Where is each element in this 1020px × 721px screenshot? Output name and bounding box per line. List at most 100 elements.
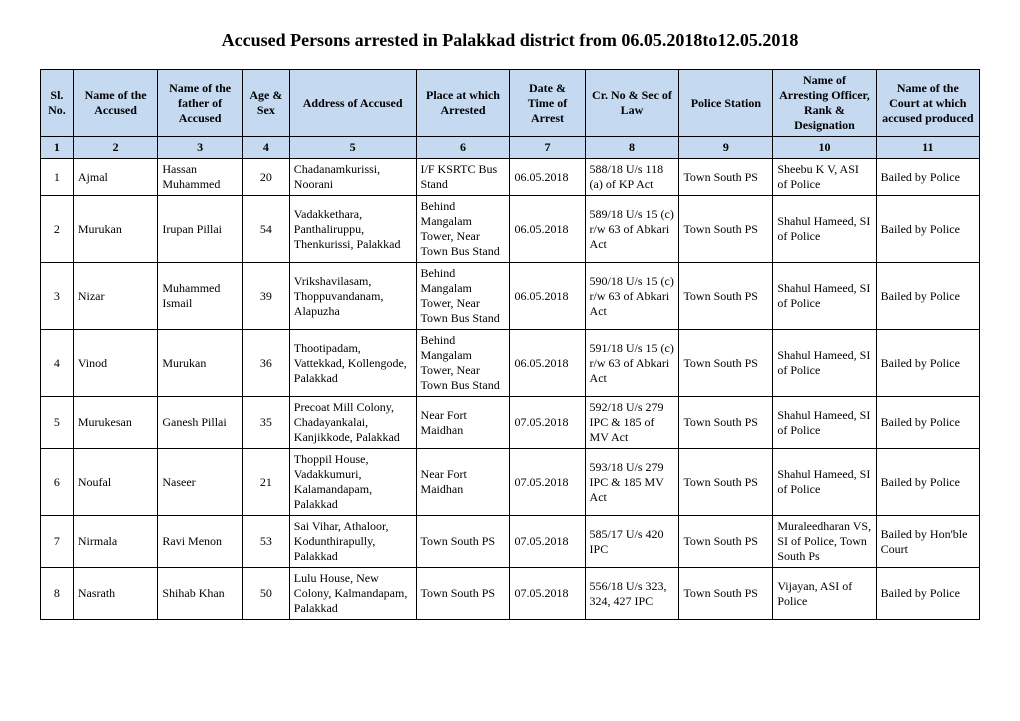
cell-court: Bailed by Police <box>876 159 979 196</box>
cell-age: 35 <box>242 397 289 449</box>
colnum: 5 <box>289 137 416 159</box>
cell-age: 20 <box>242 159 289 196</box>
cell-age: 50 <box>242 568 289 620</box>
cell-age: 21 <box>242 449 289 516</box>
cell-place: Behind Mangalam Tower, Near Town Bus Sta… <box>416 263 510 330</box>
cell-name: Murukan <box>73 196 158 263</box>
table-row: 8NasrathShihab Khan50Lulu House, New Col… <box>41 568 980 620</box>
cell-crno: 590/18 U/s 15 (c) r/w 63 of Abkari Act <box>585 263 679 330</box>
th-crno: Cr. No & Sec of Law <box>585 70 679 137</box>
cell-father: Irupan Pillai <box>158 196 243 263</box>
cell-place: Near Fort Maidhan <box>416 397 510 449</box>
cell-court: Bailed by Police <box>876 263 979 330</box>
cell-address: Vrikshavilasam, Thoppuvandanam, Alapuzha <box>289 263 416 330</box>
colnum: 9 <box>679 137 773 159</box>
th-father: Name of the father of Accused <box>158 70 243 137</box>
cell-age: 54 <box>242 196 289 263</box>
cell-name: Noufal <box>73 449 158 516</box>
cell-father: Ganesh Pillai <box>158 397 243 449</box>
cell-place: Behind Mangalam Tower, Near Town Bus Sta… <box>416 330 510 397</box>
th-officer: Name of Arresting Officer, Rank & Design… <box>773 70 876 137</box>
cell-officer: Shahul Hameed, SI of Police <box>773 397 876 449</box>
th-station: Police Station <box>679 70 773 137</box>
cell-officer: Vijayan, ASI of Police <box>773 568 876 620</box>
cell-datetime: 06.05.2018 <box>510 196 585 263</box>
cell-station: Town South PS <box>679 330 773 397</box>
cell-crno: 588/18 U/s 118 (a) of KP Act <box>585 159 679 196</box>
colnum: 11 <box>876 137 979 159</box>
cell-name: Ajmal <box>73 159 158 196</box>
cell-officer: Shahul Hameed, SI of Police <box>773 330 876 397</box>
cell-sl: 1 <box>41 159 74 196</box>
cell-crno: 585/17 U/s 420 IPC <box>585 516 679 568</box>
colnum: 2 <box>73 137 158 159</box>
cell-name: Nirmala <box>73 516 158 568</box>
cell-datetime: 07.05.2018 <box>510 397 585 449</box>
cell-name: Nasrath <box>73 568 158 620</box>
cell-age: 36 <box>242 330 289 397</box>
cell-name: Vinod <box>73 330 158 397</box>
cell-officer: Shahul Hameed, SI of Police <box>773 263 876 330</box>
cell-address: Precoat Mill Colony, Chadayankalai, Kanj… <box>289 397 416 449</box>
cell-datetime: 07.05.2018 <box>510 449 585 516</box>
cell-court: Bailed by Police <box>876 397 979 449</box>
cell-father: Murukan <box>158 330 243 397</box>
cell-address: Vadakkethara, Panthaliruppu, Thenkurissi… <box>289 196 416 263</box>
cell-father: Muhammed Ismail <box>158 263 243 330</box>
table-row: 3NizarMuhammed Ismail39Vrikshavilasam, T… <box>41 263 980 330</box>
cell-address: Thoppil House, Vadakkumuri, Kalamandapam… <box>289 449 416 516</box>
cell-officer: Shahul Hameed, SI of Police <box>773 449 876 516</box>
th-age: Age & Sex <box>242 70 289 137</box>
cell-station: Town South PS <box>679 263 773 330</box>
column-number-row: 1 2 3 4 5 6 7 8 9 10 11 <box>41 137 980 159</box>
table-body: 1AjmalHassan Muhammed20Chadanamkurissi, … <box>41 159 980 620</box>
cell-place: Behind Mangalam Tower, Near Town Bus Sta… <box>416 196 510 263</box>
cell-address: Sai Vihar, Athaloor, Kodunthirapully, Pa… <box>289 516 416 568</box>
cell-place: Town South PS <box>416 568 510 620</box>
cell-father: Hassan Muhammed <box>158 159 243 196</box>
cell-sl: 2 <box>41 196 74 263</box>
page-title: Accused Persons arrested in Palakkad dis… <box>40 30 980 51</box>
cell-address: Lulu House, New Colony, Kalmandapam, Pal… <box>289 568 416 620</box>
cell-sl: 5 <box>41 397 74 449</box>
table-row: 6NoufalNaseer21Thoppil House, Vadakkumur… <box>41 449 980 516</box>
table-row: 4VinodMurukan36Thootipadam, Vattekkad, K… <box>41 330 980 397</box>
th-court: Name of the Court at which accused produ… <box>876 70 979 137</box>
th-sl: Sl. No. <box>41 70 74 137</box>
cell-address: Chadanamkurissi, Noorani <box>289 159 416 196</box>
cell-station: Town South PS <box>679 159 773 196</box>
table-row: 1AjmalHassan Muhammed20Chadanamkurissi, … <box>41 159 980 196</box>
cell-sl: 6 <box>41 449 74 516</box>
th-place: Place at which Arrested <box>416 70 510 137</box>
colnum: 1 <box>41 137 74 159</box>
cell-sl: 4 <box>41 330 74 397</box>
cell-place: Near Fort Maidhan <box>416 449 510 516</box>
cell-sl: 3 <box>41 263 74 330</box>
cell-crno: 592/18 U/s 279 IPC & 185 of MV Act <box>585 397 679 449</box>
cell-age: 53 <box>242 516 289 568</box>
cell-court: Bailed by Police <box>876 196 979 263</box>
cell-datetime: 07.05.2018 <box>510 516 585 568</box>
cell-sl: 8 <box>41 568 74 620</box>
cell-age: 39 <box>242 263 289 330</box>
header-row: Sl. No. Name of the Accused Name of the … <box>41 70 980 137</box>
cell-datetime: 06.05.2018 <box>510 330 585 397</box>
colnum: 3 <box>158 137 243 159</box>
cell-crno: 589/18 U/s 15 (c) r/w 63 of Abkari Act <box>585 196 679 263</box>
cell-court: Bailed by Police <box>876 449 979 516</box>
cell-officer: Sheebu K V, ASI of Police <box>773 159 876 196</box>
cell-father: Shihab Khan <box>158 568 243 620</box>
colnum: 7 <box>510 137 585 159</box>
table-row: 2MurukanIrupan Pillai54Vadakkethara, Pan… <box>41 196 980 263</box>
cell-officer: Muraleedharan VS, SI of Police, Town Sou… <box>773 516 876 568</box>
cell-court: Bailed by Hon'ble Court <box>876 516 979 568</box>
cell-father: Naseer <box>158 449 243 516</box>
cell-crno: 591/18 U/s 15 (c) r/w 63 of Abkari Act <box>585 330 679 397</box>
cell-station: Town South PS <box>679 449 773 516</box>
cell-crno: 556/18 U/s 323, 324, 427 IPC <box>585 568 679 620</box>
cell-father: Ravi Menon <box>158 516 243 568</box>
cell-name: Murukesan <box>73 397 158 449</box>
cell-crno: 593/18 U/s 279 IPC & 185 MV Act <box>585 449 679 516</box>
cell-station: Town South PS <box>679 196 773 263</box>
table-row: 5MurukesanGanesh Pillai35Precoat Mill Co… <box>41 397 980 449</box>
